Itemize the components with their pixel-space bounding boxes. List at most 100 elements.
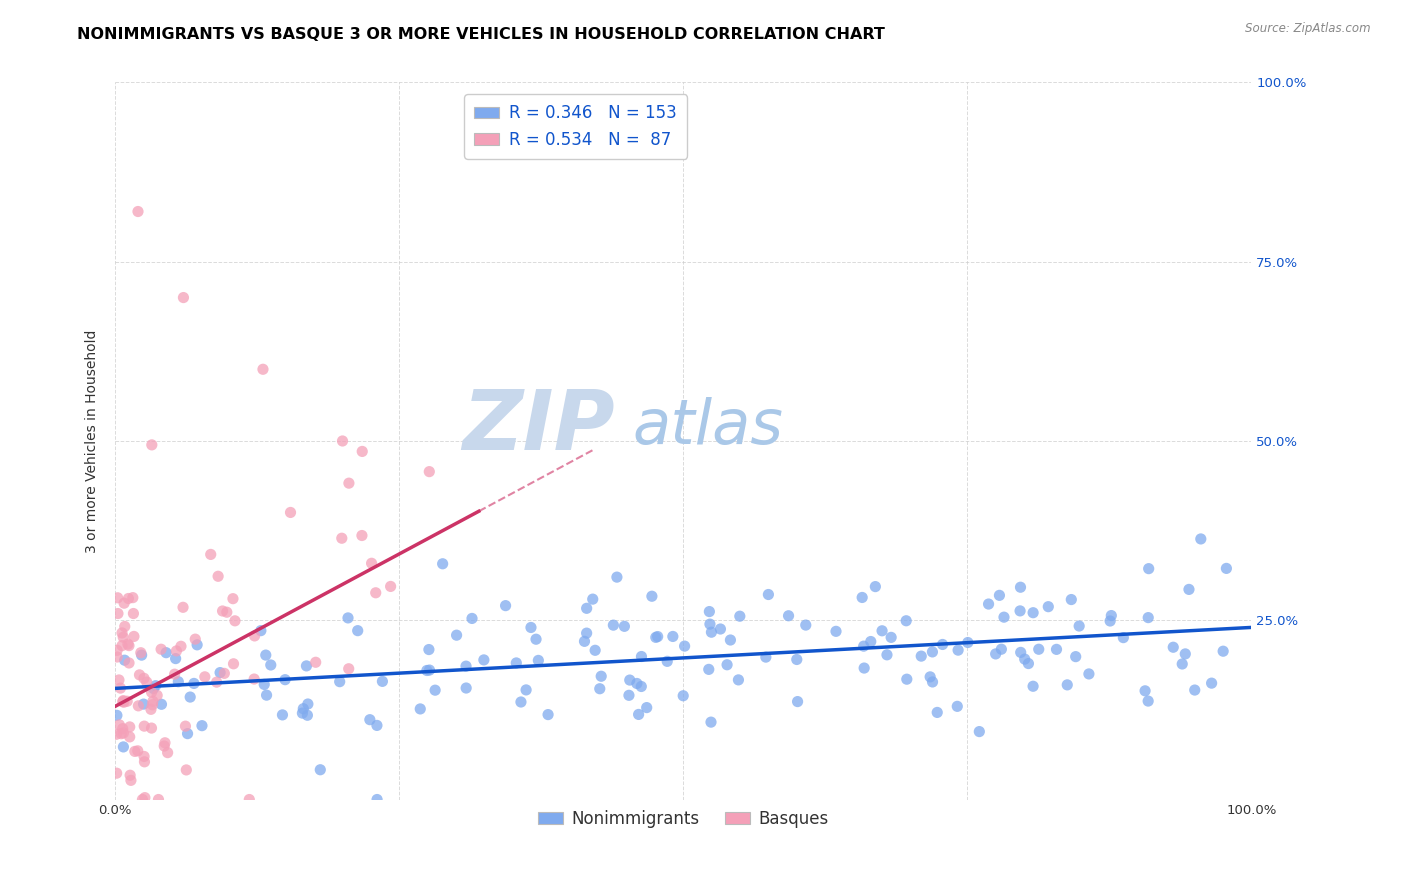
Point xyxy=(224,614,246,628)
Point xyxy=(280,505,302,519)
Point xyxy=(627,707,650,722)
Point xyxy=(865,580,887,594)
Point xyxy=(184,632,207,647)
Point xyxy=(207,569,229,583)
Point xyxy=(352,444,374,458)
Point xyxy=(1161,640,1184,655)
Point xyxy=(254,648,277,662)
Point xyxy=(456,681,478,695)
Point xyxy=(870,624,893,638)
Point xyxy=(107,607,129,621)
Point xyxy=(292,702,315,716)
Point xyxy=(253,677,276,691)
Point xyxy=(131,648,153,662)
Point xyxy=(118,730,141,744)
Point xyxy=(359,713,381,727)
Point xyxy=(112,596,135,610)
Point xyxy=(1189,532,1212,546)
Point xyxy=(630,680,652,694)
Point xyxy=(141,698,163,712)
Point xyxy=(337,476,360,491)
Point xyxy=(418,642,440,657)
Point xyxy=(139,702,162,716)
Point xyxy=(179,690,201,704)
Point xyxy=(111,722,134,736)
Point xyxy=(295,659,318,673)
Point xyxy=(191,719,214,733)
Point xyxy=(1184,683,1206,698)
Point xyxy=(1178,582,1201,597)
Point xyxy=(297,708,319,723)
Point xyxy=(222,657,245,671)
Point xyxy=(786,652,808,666)
Point xyxy=(510,695,533,709)
Point xyxy=(122,607,145,621)
Point xyxy=(418,465,440,479)
Point xyxy=(252,362,274,376)
Point xyxy=(110,727,132,741)
Point xyxy=(1215,561,1237,575)
Point xyxy=(238,792,260,806)
Point xyxy=(647,630,669,644)
Point xyxy=(127,744,149,758)
Point xyxy=(1112,631,1135,645)
Point xyxy=(145,679,167,693)
Point xyxy=(153,736,176,750)
Point xyxy=(505,656,527,670)
Point xyxy=(1038,599,1060,614)
Point xyxy=(117,591,139,606)
Point xyxy=(155,646,177,660)
Point xyxy=(1010,604,1032,618)
Point xyxy=(330,531,353,545)
Point xyxy=(105,643,128,657)
Point xyxy=(786,695,808,709)
Point xyxy=(1064,649,1087,664)
Point xyxy=(121,591,143,605)
Point xyxy=(118,720,141,734)
Point xyxy=(1099,614,1122,628)
Point xyxy=(1045,642,1067,657)
Point xyxy=(524,632,547,647)
Point xyxy=(853,661,876,675)
Point xyxy=(127,204,149,219)
Point xyxy=(515,682,537,697)
Point xyxy=(132,749,155,764)
Point xyxy=(112,693,135,707)
Y-axis label: 3 or more Vehicles in Household: 3 or more Vehicles in Household xyxy=(86,329,100,553)
Point xyxy=(297,697,319,711)
Point xyxy=(111,639,134,653)
Point xyxy=(337,611,360,625)
Point xyxy=(167,674,190,689)
Point xyxy=(135,675,157,690)
Point xyxy=(243,672,266,686)
Point xyxy=(366,718,388,732)
Point xyxy=(583,643,606,657)
Point xyxy=(274,673,297,687)
Point xyxy=(582,592,605,607)
Point xyxy=(697,662,720,676)
Point xyxy=(758,587,780,601)
Point xyxy=(716,657,738,672)
Point xyxy=(644,631,666,645)
Point xyxy=(575,601,598,615)
Point xyxy=(332,434,354,448)
Point xyxy=(896,614,918,628)
Point xyxy=(1077,667,1099,681)
Point xyxy=(118,656,141,670)
Point xyxy=(641,589,664,603)
Point xyxy=(111,695,134,709)
Point xyxy=(1201,676,1223,690)
Point xyxy=(454,659,477,673)
Point xyxy=(876,648,898,662)
Point xyxy=(657,654,679,668)
Point xyxy=(619,673,641,687)
Point xyxy=(709,622,731,636)
Point xyxy=(602,618,624,632)
Point xyxy=(112,695,135,709)
Point xyxy=(778,608,800,623)
Point xyxy=(122,629,145,643)
Point xyxy=(1014,652,1036,666)
Point xyxy=(859,634,882,648)
Point xyxy=(153,739,176,753)
Point xyxy=(1017,657,1039,671)
